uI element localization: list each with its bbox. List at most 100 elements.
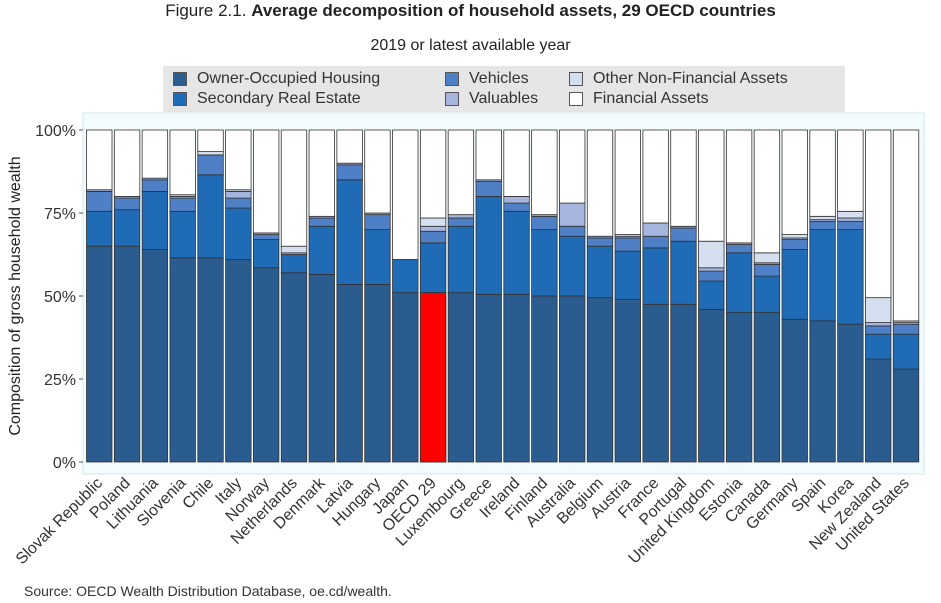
y-tick-label: 100% <box>35 123 76 140</box>
chart-subtitle: 2019 or latest available year <box>370 37 571 54</box>
source-note: Source: OECD Wealth Distribution Databas… <box>24 583 392 599</box>
bar-segment-finland-secondary-real-estate <box>531 229 558 297</box>
bar-segment-latvia-financial-assets <box>336 129 363 164</box>
bar-segment-estonia-financial-assets <box>725 129 753 244</box>
legend-swatch <box>173 72 187 86</box>
bar-segment-austria-vehicles <box>614 237 641 252</box>
bar-segment-latvia-vehicles <box>336 164 363 181</box>
bar-segment-lithuania-secondary-real-estate <box>141 191 169 250</box>
legend-label: Vehicles <box>469 70 529 87</box>
bar-segment-finland-vehicles <box>531 215 558 231</box>
bar-segment-estonia-owner-occupied-housing <box>725 312 753 463</box>
bar-segment-norway-vehicles <box>253 234 280 240</box>
bar-segment-belgium-vehicles <box>586 237 614 247</box>
bar-segment-australia-owner-occupied-housing <box>559 295 586 463</box>
bar-segment-united-states-owner-occupied-housing <box>892 368 920 463</box>
bar-highlight-oecd-29 <box>419 292 447 463</box>
bar-segment-germany-secondary-real-estate <box>781 249 808 320</box>
bar-segment-slovenia-owner-occupied-housing <box>169 257 196 463</box>
bar-segment-oecd-29-financial-assets <box>419 129 447 219</box>
bar-segment-estonia-secondary-real-estate <box>725 252 753 313</box>
bar-segment-poland-vehicles <box>113 197 141 211</box>
bar-segment-estonia-vehicles <box>725 244 753 254</box>
bar-segment-denmark-vehicles <box>308 217 335 227</box>
bar-segment-luxembourg-valuables <box>447 214 475 219</box>
bar-segment-hungary-financial-assets <box>364 129 391 214</box>
legend-swatch <box>173 92 187 106</box>
bar-segment-japan-secondary-real-estate <box>392 259 419 294</box>
bar-segment-belgium-financial-assets <box>586 129 614 237</box>
bar-segment-slovenia-secondary-real-estate <box>169 210 196 259</box>
legend-item-vehicles: Vehicles <box>445 69 529 89</box>
bar-segment-australia-financial-assets <box>559 129 586 204</box>
bar-segment-italy-secondary-real-estate <box>225 207 252 260</box>
y-tick-label: 25% <box>44 372 76 389</box>
bar-segment-germany-other-non-financial-assets <box>781 234 808 239</box>
bar-segment-united-kingdom-other-non-financial-assets <box>698 240 725 269</box>
bar-segment-new-zealand-vehicles <box>865 325 892 335</box>
bar-segment-norway-owner-occupied-housing <box>253 267 280 463</box>
bar-segment-oecd-29-valuables <box>419 225 447 232</box>
bar-segment-italy-vehicles <box>225 197 252 209</box>
bar-segment-portugal-vehicles <box>670 227 697 242</box>
y-tick-label: 0% <box>53 455 76 472</box>
bar-segment-france-vehicles <box>642 235 669 249</box>
bar-segment-latvia-secondary-real-estate <box>336 179 363 285</box>
bar-segment-france-valuables <box>642 222 669 237</box>
x-tick-label-slovak-republic: Slovak Republic <box>13 475 106 568</box>
bar-segment-greece-owner-occupied-housing <box>475 293 502 463</box>
bar-segment-lithuania-owner-occupied-housing <box>141 249 169 463</box>
bar-segment-norway-financial-assets <box>253 129 280 234</box>
bar-segment-belgium-owner-occupied-housing <box>586 297 614 463</box>
bar-segment-germany-vehicles <box>781 239 808 250</box>
bar-segment-korea-other-non-financial-assets <box>837 210 864 219</box>
bar-segment-ireland-financial-assets <box>503 129 530 197</box>
bar-segment-hungary-secondary-real-estate <box>364 229 391 285</box>
bar-segment-ireland-owner-occupied-housing <box>503 293 530 463</box>
bar-segment-canada-financial-assets <box>753 129 781 254</box>
figure-label: Figure 2.1. <box>165 1 247 20</box>
bar-segment-australia-vehicles <box>559 225 586 237</box>
bar-segment-australia-secondary-real-estate <box>559 235 586 297</box>
y-axis-label: Composition of gross household wealth <box>7 156 24 435</box>
bar-segment-spain-financial-assets <box>809 129 836 217</box>
bar-segment-poland-owner-occupied-housing <box>113 245 141 463</box>
bar-segment-greece-financial-assets <box>475 129 502 181</box>
bar-segment-luxembourg-financial-assets <box>447 129 475 216</box>
legend-label: Owner-Occupied Housing <box>197 70 381 87</box>
bar-segment-spain-other-non-financial-assets <box>809 215 836 221</box>
bar-segment-canada-other-non-financial-assets <box>753 252 781 264</box>
legend-item-owner-occupied-housing: Owner-Occupied Housing <box>173 69 380 89</box>
bar-segment-united-states-vehicles <box>892 323 920 335</box>
bar-segment-united-kingdom-valuables <box>698 267 725 272</box>
bar-segment-hungary-owner-occupied-housing <box>364 283 391 463</box>
bar-segment-slovak-republic-owner-occupied-housing <box>86 245 113 463</box>
bar-segment-norway-secondary-real-estate <box>253 239 280 269</box>
bar-segment-netherlands-financial-assets <box>280 129 308 247</box>
bar-segment-denmark-financial-assets <box>308 129 335 217</box>
bar-segment-italy-valuables <box>225 191 252 199</box>
chart-title: Figure 2.1. Average decomposition of hou… <box>0 0 941 22</box>
bar-segment-chile-other-non-financial-assets <box>197 151 224 156</box>
bar-segment-japan-owner-occupied-housing <box>392 292 419 463</box>
legend-swatch <box>569 72 583 86</box>
bar-segment-chile-secondary-real-estate <box>197 174 224 259</box>
bar-segment-new-zealand-financial-assets <box>865 129 892 299</box>
bar-segment-united-kingdom-owner-occupied-housing <box>698 308 725 463</box>
bar-segment-korea-secondary-real-estate <box>837 229 864 325</box>
bar-segment-spain-vehicles <box>809 220 836 231</box>
bar-segment-ireland-secondary-real-estate <box>503 210 530 295</box>
bar-segment-germany-financial-assets <box>781 129 808 235</box>
bar-segment-canada-vehicles <box>753 264 781 277</box>
y-tick-label: 50% <box>44 289 76 306</box>
bar-segment-new-zealand-owner-occupied-housing <box>865 358 892 463</box>
bar-segment-united-states-financial-assets <box>892 129 920 322</box>
bar-segment-netherlands-owner-occupied-housing <box>280 272 308 463</box>
bar-segment-new-zealand-other-non-financial-assets <box>865 297 892 323</box>
bar-segment-slovak-republic-financial-assets <box>86 129 113 191</box>
legend-label: Financial Assets <box>593 90 709 107</box>
bar-segment-luxembourg-owner-occupied-housing <box>447 292 475 463</box>
bar-segment-spain-owner-occupied-housing <box>809 320 836 463</box>
bar-segment-netherlands-other-non-financial-assets <box>280 245 308 254</box>
legend-label: Valuables <box>469 90 539 107</box>
